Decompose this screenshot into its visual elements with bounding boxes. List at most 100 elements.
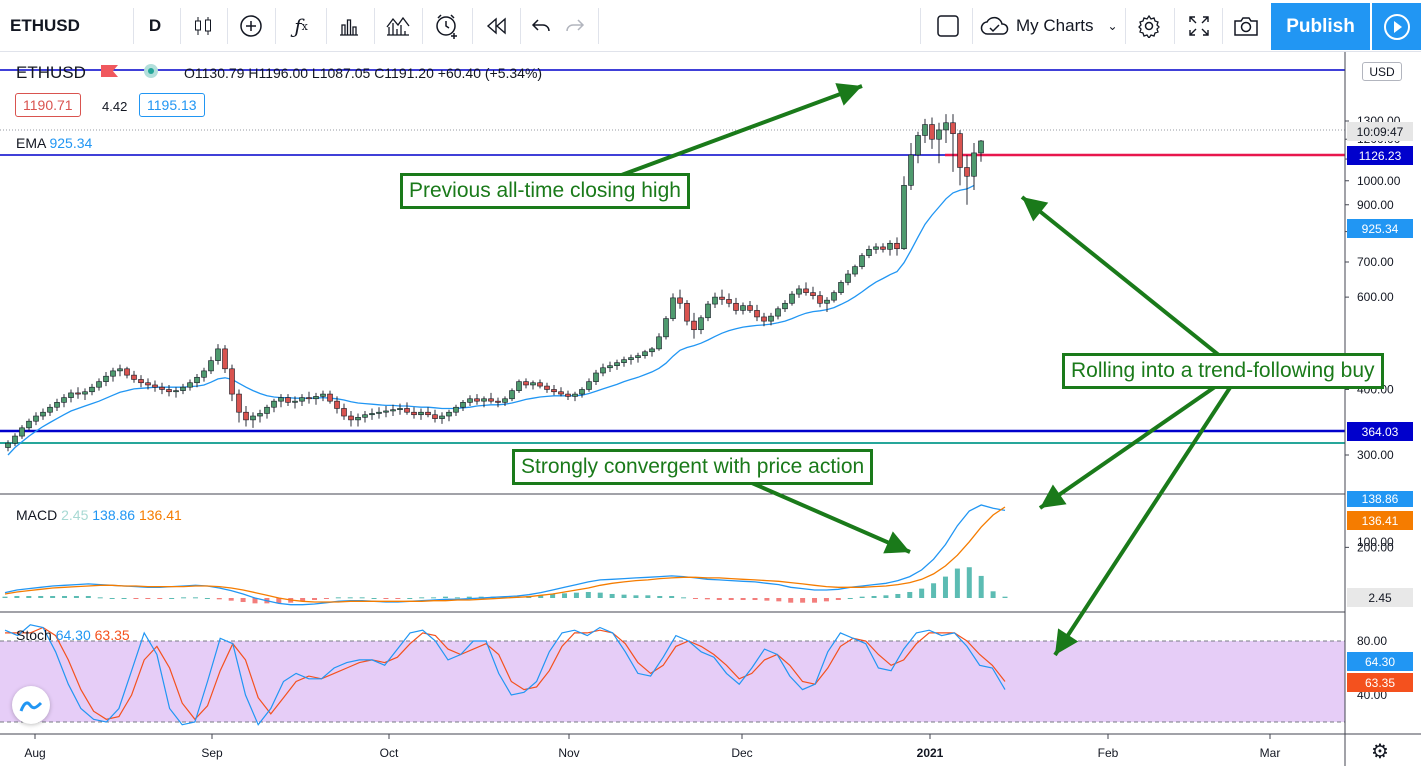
candle-body — [544, 385, 550, 390]
candle-body — [82, 391, 88, 395]
macd-histogram-bar — [181, 597, 187, 599]
macd-histogram-bar — [454, 597, 460, 599]
macd-histogram-bar — [407, 598, 413, 599]
macd-histogram-bar — [562, 593, 568, 598]
stoch-d-line — [5, 626, 1006, 721]
macd-histogram-bar — [50, 595, 56, 598]
ask-price-box[interactable]: 1195.13 — [139, 93, 205, 117]
publish-button[interactable]: Publish — [1271, 3, 1370, 50]
price-tick-label: 200.00 — [1357, 540, 1394, 554]
pane-dividers[interactable] — [0, 52, 1421, 766]
candle-body — [194, 376, 200, 384]
add-indicator-icon[interactable] — [236, 0, 266, 52]
macd-histogram-bar — [633, 595, 639, 598]
candle-body — [96, 381, 102, 388]
bid-price-box[interactable]: 1190.71 — [15, 93, 81, 117]
candle-body — [285, 397, 291, 403]
undo-icon[interactable] — [528, 0, 554, 52]
candle-body — [887, 242, 893, 250]
alert-icon[interactable] — [431, 0, 463, 52]
toolbar-divider — [227, 8, 228, 44]
stoch-k-label: 64.30 — [1347, 652, 1413, 671]
candle-body — [439, 415, 445, 419]
symbol-search-button[interactable]: ETHUSD — [10, 16, 80, 35]
macd-histogram-bar — [204, 598, 210, 599]
macd-histogram-bar — [692, 598, 698, 599]
macd-histogram-bar — [1002, 596, 1008, 598]
redo-icon[interactable] — [562, 0, 588, 52]
candle-body — [299, 397, 305, 402]
candle-body — [586, 381, 592, 390]
macd-histogram-bar — [323, 598, 329, 599]
candle-body — [845, 273, 851, 283]
macd-legend: MACD 2.45 138.86 136.41 — [16, 507, 182, 523]
macd-histogram-bar — [954, 568, 960, 598]
time-axis[interactable]: Aug Sep Oct Nov Dec 2021 Feb Mar — [24, 734, 1280, 760]
arrow-convergent-head — [883, 531, 910, 554]
candle-body — [502, 398, 508, 403]
candle-body — [712, 296, 718, 305]
candle-body — [782, 302, 788, 310]
chevron-down-icon: ⌄ — [1107, 19, 1118, 33]
templates-icon[interactable] — [382, 0, 414, 52]
candles-icon[interactable] — [188, 0, 218, 52]
macd-histogram-bar — [728, 598, 734, 601]
arrow-trend-stoch-head — [1055, 628, 1079, 655]
interval-button[interactable]: D — [148, 16, 162, 35]
countdown-label: 10:09:47 — [1347, 122, 1413, 141]
candle-body — [390, 409, 396, 412]
time-tick-label: Oct — [380, 746, 399, 760]
macd-histogram-bar — [942, 576, 948, 598]
macd-histogram-bar — [62, 595, 68, 598]
flag-icon[interactable] — [101, 65, 118, 77]
macd-histogram-bar — [550, 593, 556, 598]
currency-label[interactable]: USD — [1362, 62, 1402, 81]
macd-legend-line: 138.86 — [92, 507, 136, 523]
stoch-legend-d: 63.35 — [94, 627, 130, 643]
toolbar-divider — [180, 8, 181, 44]
candle-body — [411, 411, 417, 416]
macd-histogram-bar — [121, 598, 127, 599]
settings-icon[interactable] — [1134, 0, 1164, 52]
candle-body — [866, 249, 872, 256]
candle-body — [145, 382, 151, 386]
horizontal-levels[interactable] — [0, 69, 1345, 444]
macd-histogram-bar — [966, 567, 972, 598]
candle-body — [75, 392, 81, 395]
candle-body — [376, 411, 382, 414]
macd-histogram-bar — [371, 598, 377, 599]
chart-canvas[interactable]: 200.00300.00400.00600.00700.00800.00900.… — [0, 52, 1421, 766]
my-charts-label: My Charts — [1016, 16, 1094, 35]
time-tick-label: Feb — [1098, 746, 1119, 760]
macd-histogram-bar — [300, 598, 306, 602]
cloud-icon — [980, 16, 1009, 35]
candle-body — [61, 397, 67, 403]
candle-body — [593, 372, 599, 382]
macd-histogram-bar — [538, 595, 544, 598]
my-charts-button[interactable]: My Charts ⌄ — [980, 0, 1120, 52]
macd-histogram-bar — [157, 598, 163, 599]
candle-body — [901, 185, 907, 250]
bars-icon[interactable] — [334, 0, 364, 52]
macd-histogram-bar — [716, 598, 722, 601]
candle-body — [432, 414, 438, 419]
macd-line-label: 138.86 — [1347, 491, 1413, 507]
candle-body — [236, 393, 242, 413]
fullscreen-icon[interactable] — [1184, 0, 1214, 52]
candle-body — [614, 362, 620, 367]
camera-icon[interactable] — [1230, 0, 1262, 52]
axis-settings-icon[interactable]: ⚙ — [1371, 741, 1389, 763]
arrow-trend-price-head — [1022, 197, 1049, 222]
macd-histogram-bar — [907, 591, 913, 598]
layout-icon[interactable] — [933, 0, 963, 52]
price-tick-label: 900.00 — [1357, 198, 1394, 212]
candle-body — [516, 381, 522, 391]
candle-body — [313, 396, 319, 400]
candle-body — [978, 140, 984, 154]
candle-body — [138, 379, 144, 384]
tradingview-logo-icon[interactable] — [12, 686, 50, 724]
play-icon[interactable] — [1372, 3, 1421, 50]
replay-icon[interactable] — [482, 0, 510, 52]
stoch-pane — [4, 624, 1006, 726]
